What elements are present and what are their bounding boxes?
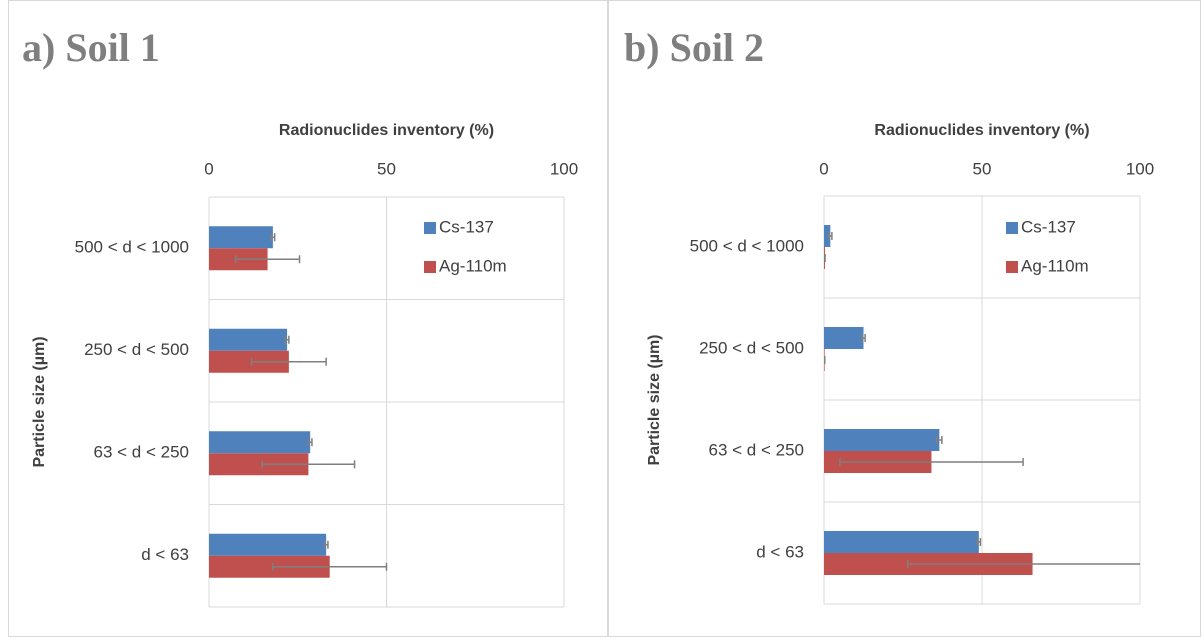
error-bar xyxy=(261,460,356,469)
legend-swatch xyxy=(424,261,436,273)
y-axis-title: Particle size (µm) xyxy=(646,334,663,465)
y-axis-title: Particle size (µm) xyxy=(31,336,48,467)
y-tick-label: d < 63 xyxy=(756,542,804,561)
error-bar xyxy=(827,232,833,240)
error-bar xyxy=(272,562,388,571)
x-tick-label: 100 xyxy=(550,159,578,178)
error-bar xyxy=(250,357,327,366)
chart-title: a) Soil 1 xyxy=(22,25,160,70)
x-axis-title: Radionuclides inventory (%) xyxy=(874,122,1089,139)
x-tick-label: 50 xyxy=(973,159,992,178)
bar xyxy=(824,327,864,349)
y-tick-label: 250 < d < 500 xyxy=(84,340,189,359)
error-bar xyxy=(307,438,313,447)
legend-label: Cs-137 xyxy=(1021,217,1076,236)
error-bar xyxy=(234,255,301,264)
bar xyxy=(824,531,979,553)
x-tick-label: 100 xyxy=(1126,159,1154,178)
x-tick-label: 50 xyxy=(377,159,396,178)
legend-label: Cs-137 xyxy=(439,217,494,236)
error-bar xyxy=(270,233,276,242)
error-bar xyxy=(861,334,866,342)
legend-label: Ag-110m xyxy=(1021,256,1089,275)
x-axis-title: Radionuclides inventory (%) xyxy=(279,122,494,139)
y-tick-label: d < 63 xyxy=(141,545,189,564)
bar xyxy=(824,225,831,247)
y-tick-label: 500 < d < 1000 xyxy=(690,236,804,255)
bar xyxy=(209,328,288,351)
x-tick-label: 0 xyxy=(819,159,828,178)
chart-title: b) Soil 2 xyxy=(624,25,764,70)
legend-swatch xyxy=(1006,222,1018,234)
legend-label: Ag-110m xyxy=(439,256,507,275)
y-tick-label: 250 < d < 500 xyxy=(699,338,804,357)
y-tick-label: 63 < d < 250 xyxy=(709,440,804,459)
bar xyxy=(209,226,273,249)
legend-swatch xyxy=(1006,261,1018,273)
error-bar xyxy=(906,560,1140,568)
bar xyxy=(209,350,289,373)
error-bar xyxy=(936,436,943,444)
bar xyxy=(824,429,940,451)
error-bar xyxy=(839,458,1024,466)
x-tick-label: 0 xyxy=(204,159,213,178)
bar xyxy=(209,431,311,454)
error-bar xyxy=(976,538,982,546)
bar xyxy=(209,453,309,476)
error-bar xyxy=(323,540,329,549)
y-tick-label: 500 < d < 1000 xyxy=(75,238,189,257)
error-bar xyxy=(284,335,290,344)
bar xyxy=(209,533,327,556)
y-tick-label: 63 < d < 250 xyxy=(94,443,189,462)
legend-swatch xyxy=(424,222,436,234)
bar xyxy=(209,555,330,578)
